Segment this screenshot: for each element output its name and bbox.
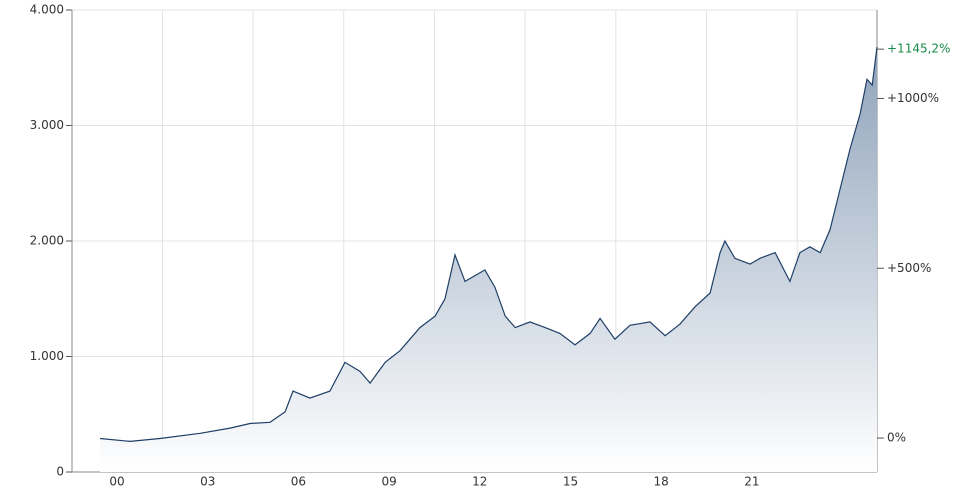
y-tick-label: 0 — [56, 465, 64, 479]
y2-tick-label: +1145,2% — [887, 42, 950, 56]
y2-tick-label: 0% — [887, 431, 906, 445]
y2-tick-label: +1000% — [887, 91, 939, 105]
y2-tick-label: +500% — [887, 261, 931, 275]
x-tick-label: 00 — [109, 475, 124, 489]
x-tick-label: 18 — [654, 475, 669, 489]
x-tick-label: 09 — [381, 475, 396, 489]
price-line — [100, 46, 878, 443]
y-tick-label: 2.000 — [30, 234, 64, 248]
y-tick-label: 1.000 — [30, 349, 64, 363]
x-tick-label: 03 — [200, 475, 215, 489]
x-tick-label: 06 — [291, 475, 306, 489]
area-fill — [100, 47, 878, 472]
y-tick-label: 4.000 — [30, 3, 64, 17]
x-tick-label: 21 — [744, 475, 759, 489]
x-tick-label: 15 — [563, 475, 578, 489]
x-tick-label: 12 — [472, 475, 487, 489]
y-tick-label: 3.000 — [30, 118, 64, 132]
